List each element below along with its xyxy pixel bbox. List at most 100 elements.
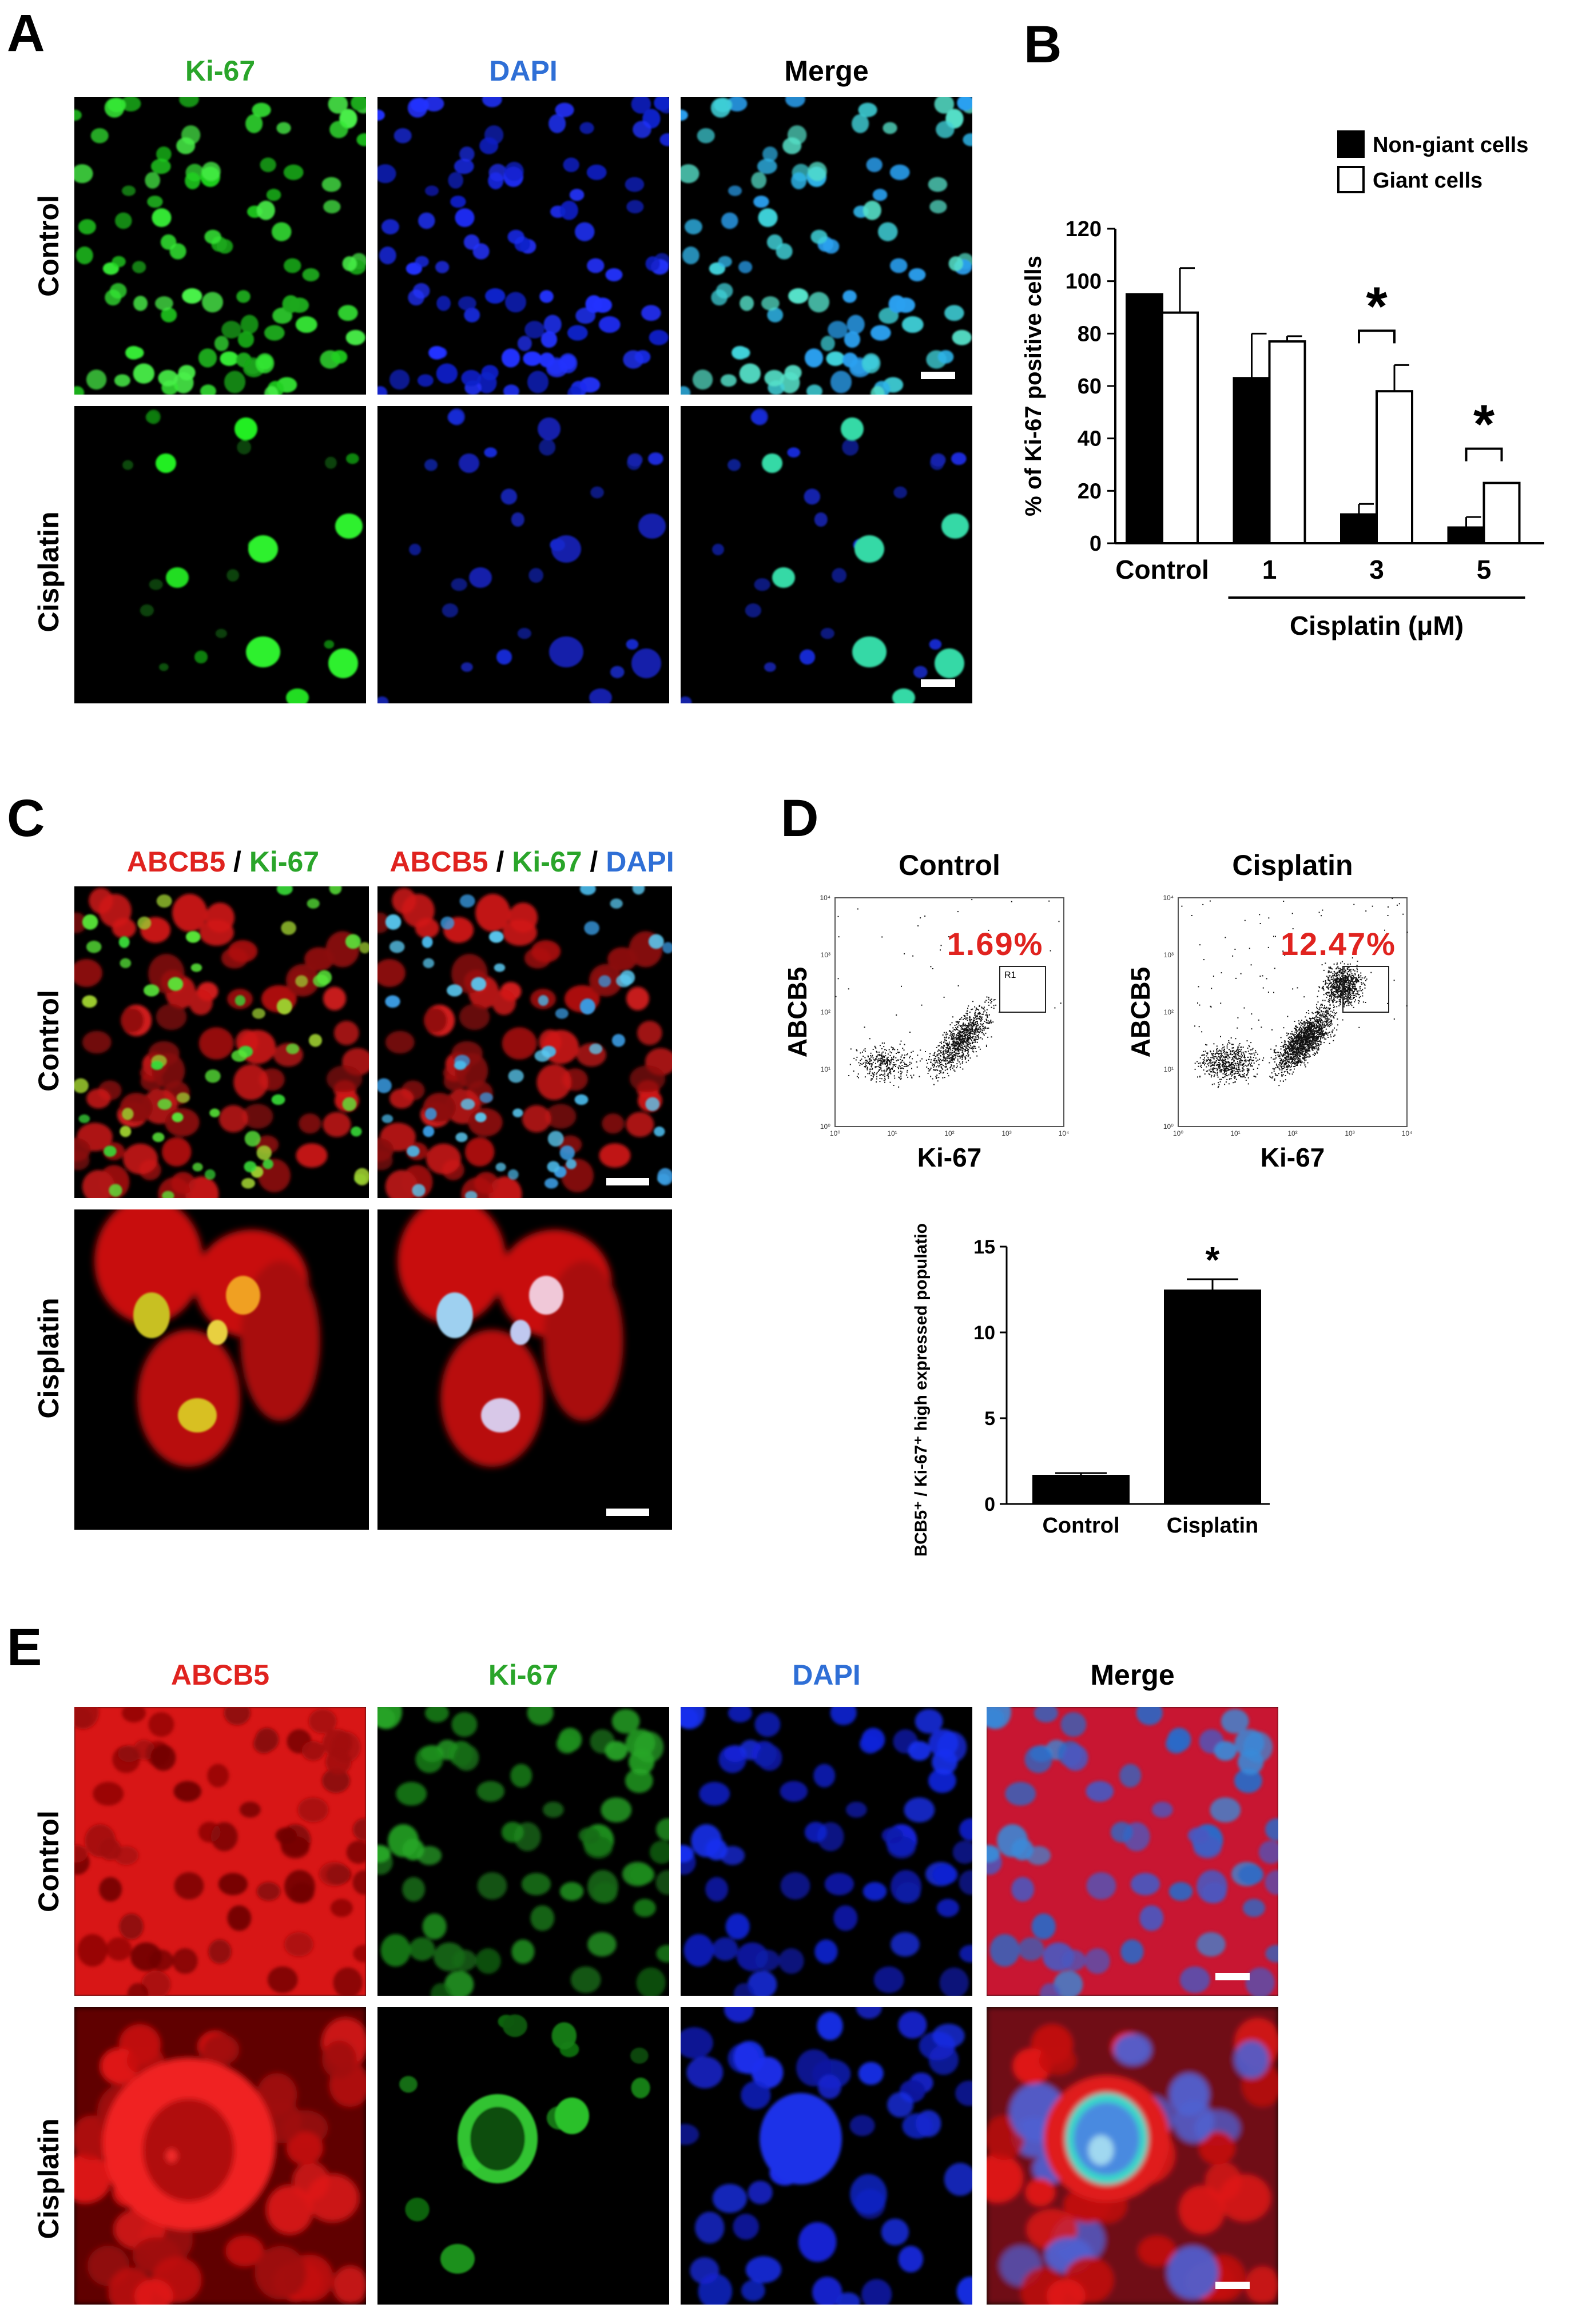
event-dot [1301,1041,1302,1042]
event-dot [940,1055,941,1057]
event-dot [876,1058,877,1060]
cell-nucleus [758,208,778,228]
event-dot [989,946,991,948]
cell-nucleus [544,1178,558,1189]
cell-nucleus [872,189,888,201]
event-dot [958,1021,960,1022]
event-dot [968,1045,969,1047]
event-dot [868,1058,870,1060]
event-dot [889,1060,891,1062]
event-dot [907,1065,908,1067]
cell-nucleus [559,200,578,220]
event-dot [856,1050,858,1052]
event-dot [1343,989,1345,991]
event-dot [1353,981,1355,982]
event-dot [1336,991,1337,993]
event-dot [1223,1068,1225,1070]
event-dot [1221,1052,1222,1054]
cell-nucleus [389,1088,414,1109]
cell-nucleus [233,1064,268,1100]
event-dot [1319,1028,1321,1030]
event-dot [1289,1050,1291,1052]
event-dot [1258,1064,1260,1065]
event-dot [963,1041,965,1043]
event-dot [1297,1062,1298,1064]
event-dot [1233,1050,1235,1052]
event-dot [1330,1034,1331,1036]
event-dot [1308,1043,1310,1045]
event-dot [1336,980,1338,982]
event-dot [1242,1046,1244,1048]
bar [1161,311,1199,544]
event-dot [943,1053,944,1054]
event-dot [1226,1061,1227,1063]
event-dot [1282,1056,1283,1057]
event-dot [1210,1050,1211,1052]
event-dot [1299,1051,1301,1053]
event-dot [1223,1056,1225,1057]
event-dot [955,1042,956,1044]
event-dot [1333,1012,1335,1014]
event-dot [955,1057,956,1058]
event-dot [1337,1024,1338,1026]
cell-nucleus [479,137,499,154]
event-dot [1327,1025,1329,1026]
event-dot [1300,1052,1302,1053]
event-dot [878,1051,880,1053]
event-dot [961,1029,963,1030]
event-dot [1319,1024,1321,1025]
event-dot [1294,1034,1296,1035]
event-dot [975,1026,977,1028]
event-dot [957,1037,959,1038]
event-dot [1287,1071,1288,1073]
event-dot [1330,966,1331,968]
event-dot [979,1016,980,1017]
row-label-control: Control [33,195,65,297]
event-dot [1221,1069,1222,1071]
event-dot [835,996,837,997]
cell-nucleus [260,157,276,172]
event-dot [1329,994,1330,996]
event-dot [948,1056,950,1057]
event-dot [895,1057,897,1058]
event-dot [988,1023,989,1024]
cell-nucleus [120,1008,144,1033]
event-dot [1327,977,1329,978]
event-dot [965,1018,967,1020]
event-dot [1222,1073,1224,1075]
event-dot [1315,1044,1317,1045]
bar [1233,377,1271,544]
event-dot [965,1041,967,1043]
event-dot [976,1041,978,1043]
event-dot [1297,1041,1299,1042]
event-dot [1314,1040,1316,1041]
event-dot [969,1042,971,1044]
event-dot [1336,964,1338,965]
event-dot [972,1021,974,1022]
event-dot [940,1052,942,1054]
event-dot [955,1029,956,1031]
event-dot [891,1057,893,1058]
cell-nucleus [122,1108,134,1120]
bar [1482,481,1521,544]
event-dot [1223,1072,1225,1073]
event-dot [1210,1061,1211,1063]
event-dot [1285,1059,1286,1061]
event-dot [970,1019,972,1021]
event-dot [1335,989,1337,991]
event-dot [1361,982,1362,984]
event-dot [1349,998,1351,1000]
event-dot [884,1042,885,1044]
event-dot [1323,1034,1325,1036]
scale-bar [921,372,955,379]
event-dot [1316,1004,1318,1005]
event-dot [932,1065,933,1067]
cell-nucleus [842,352,858,368]
event-dot [881,1052,883,1054]
event-dot [940,1072,941,1073]
event-dot [1315,1030,1317,1032]
event-dot [1300,1024,1302,1026]
event-dot [966,1026,968,1028]
cell-nucleus [423,1125,435,1137]
